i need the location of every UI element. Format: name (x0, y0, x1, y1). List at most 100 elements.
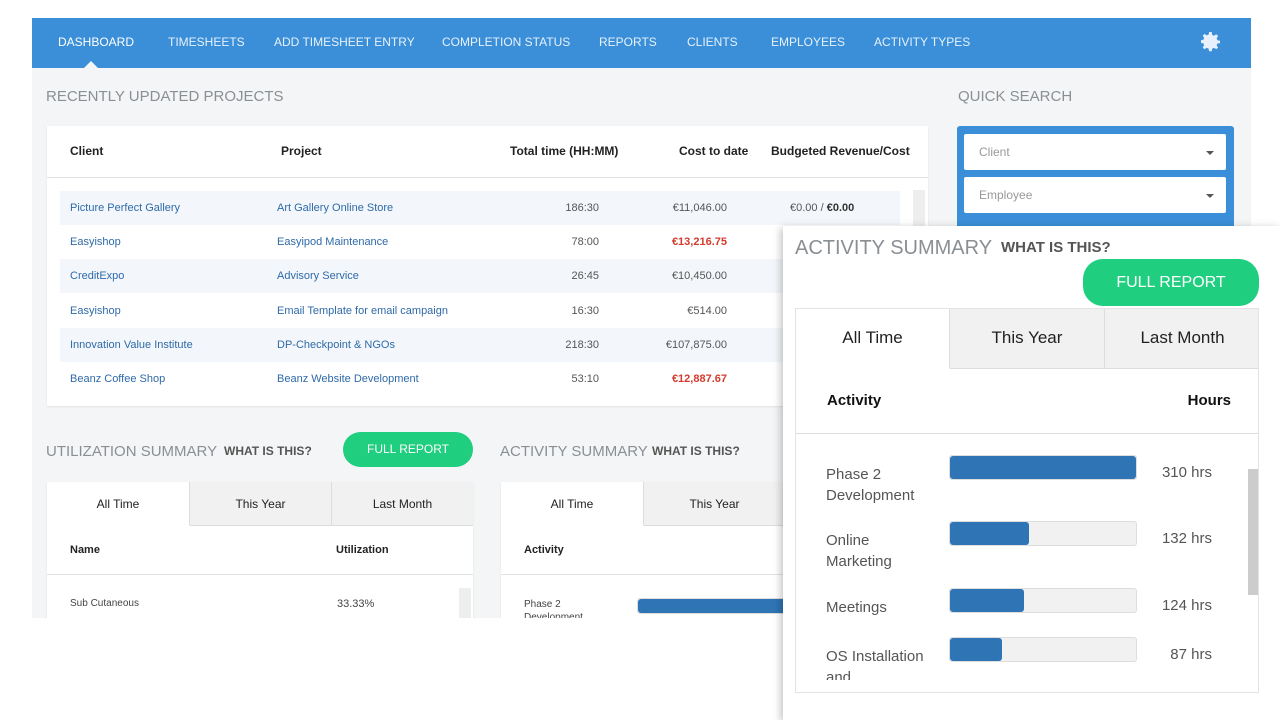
hours-label: 124 hrs (1161, 597, 1212, 614)
activity-label: Meetings (826, 599, 887, 616)
column-header: Client (70, 144, 104, 158)
cell: €13,216.75 (671, 236, 727, 249)
activity-label: OS Installation and (826, 648, 924, 680)
table-row (60, 327, 900, 362)
section-title: ACTIVITY SUMMARY (500, 443, 648, 460)
cell: DP-Checkpoint & NGOs (277, 338, 395, 351)
nav-bar: DASHBOARD TIMESHEETS ADD TIMESHEET ENTRY… (32, 18, 1251, 68)
cell: 218:30 (565, 338, 599, 351)
cell: Email Template for email campaign (277, 304, 448, 317)
nav-item[interactable]: TIMESHEETS (168, 35, 245, 49)
cell: 26:45 (571, 270, 599, 283)
help-link[interactable]: WHAT IS THIS? (224, 444, 312, 458)
column-header: Budgeted Revenue/Cost (771, 144, 910, 158)
tab[interactable]: All Time (47, 482, 190, 526)
table-row (60, 259, 900, 294)
bar (950, 589, 1025, 612)
cell: Advisory Service (277, 270, 359, 283)
divider (796, 433, 1258, 434)
bar (950, 456, 1136, 479)
full-report-button[interactable]: FULL REPORT (343, 432, 473, 467)
divider (501, 574, 801, 575)
cell: Beanz Website Development (277, 373, 419, 385)
popup-card: All Time This Year Last Month Activity H… (795, 308, 1259, 693)
divider (47, 177, 928, 178)
table-row (60, 191, 900, 225)
bar-track (949, 588, 1137, 613)
nav-item[interactable]: EMPLOYEES (771, 35, 846, 49)
help-link[interactable]: WHAT IS THIS? (652, 444, 740, 458)
column-header: Hours (1187, 392, 1231, 409)
cell: €11,046.00 (672, 202, 727, 214)
employee-select[interactable]: Employee (964, 177, 1226, 213)
bar-track (637, 598, 801, 614)
hours-label: 87 hrs (1170, 646, 1212, 663)
cell: €0.00 / €0.00 (790, 202, 855, 214)
client-select[interactable]: Client (964, 134, 1226, 170)
column-header: Project (281, 144, 322, 158)
scrollbar (1248, 469, 1258, 595)
bar-track (949, 521, 1137, 546)
nav-caret (84, 61, 98, 68)
section-title: QUICK SEARCH (958, 88, 1073, 105)
bar-track (949, 455, 1137, 480)
full-report-button[interactable]: FULL REPORT (1083, 259, 1259, 306)
cell: Easyipod Maintenance (277, 236, 389, 249)
column-header: Utilization (336, 544, 389, 556)
cell: €10,450.00 (671, 270, 727, 283)
tab[interactable]: Last Month (1105, 309, 1258, 369)
cell: 186:30 (565, 202, 599, 214)
tab[interactable]: This Year (190, 482, 332, 526)
cell: 53:10 (571, 373, 599, 385)
activity-label: Phase 2 Development (826, 466, 915, 504)
table-row (60, 293, 900, 328)
nav-item[interactable]: REPORTS (599, 35, 657, 49)
activity-card: All Time This Year Activity Phase 2 Deve… (501, 482, 801, 618)
tab[interactable]: This Year (644, 482, 786, 526)
table-row (60, 362, 900, 396)
tab[interactable]: This Year (950, 309, 1105, 369)
tab[interactable]: All Time (796, 309, 950, 369)
column-header: Name (70, 544, 100, 556)
cell: Beanz Coffee Shop (70, 373, 166, 385)
column-header: Activity (827, 392, 882, 409)
cell: €514.00 (687, 304, 727, 317)
projects-card: Client Project Total time (HH:MM) Cost t… (47, 126, 928, 406)
cell: €107,875.00 (665, 338, 727, 351)
column-header: Activity (524, 544, 564, 556)
cell: 78:00 (571, 236, 599, 249)
cell-strong: €0.00 (826, 202, 855, 214)
nav-item[interactable]: COMPLETION STATUS (442, 35, 571, 49)
cell: Easyishop (70, 236, 121, 249)
help-link[interactable]: WHAT IS THIS? (1001, 239, 1111, 256)
bar (638, 599, 801, 613)
column-header: Total time (HH:MM) (510, 144, 619, 158)
app: DASHBOARD TIMESHEETS ADD TIMESHEET ENTRY… (32, 18, 1251, 618)
settings-icon[interactable] (1199, 30, 1223, 54)
nav-item[interactable]: ADD TIMESHEET ENTRY (274, 35, 415, 49)
bar (950, 522, 1030, 545)
table-row (60, 225, 900, 260)
cell: Art Gallery Online Store (277, 202, 394, 214)
nav-item[interactable]: ACTIVITY TYPES (874, 35, 971, 49)
cell: Innovation Value Institute (70, 338, 193, 351)
cell: Easyishop (70, 304, 121, 317)
bar (950, 638, 1003, 661)
activity-label: Online Marketing (826, 532, 892, 570)
activity-popup: ACTIVITY SUMMARY WHAT IS THIS? FULL REPO… (783, 226, 1280, 720)
nav-item[interactable]: CLIENTS (687, 35, 738, 49)
bar-track (949, 637, 1137, 662)
popup-title: ACTIVITY SUMMARY (795, 237, 993, 259)
tab[interactable]: Last Month (332, 482, 473, 526)
tab[interactable]: All Time (501, 482, 644, 526)
column-header: Cost to date (679, 144, 749, 158)
cell: €12,887.67 (671, 373, 727, 385)
section-title: UTILIZATION SUMMARY (46, 443, 218, 460)
cell: Phase 2 Development (524, 599, 583, 618)
hours-label: 132 hrs (1161, 530, 1212, 547)
cell: Sub Cutaneous (70, 598, 139, 609)
cell: CreditExpo (70, 270, 125, 283)
divider (47, 574, 473, 575)
nav-item[interactable]: DASHBOARD (58, 35, 135, 49)
